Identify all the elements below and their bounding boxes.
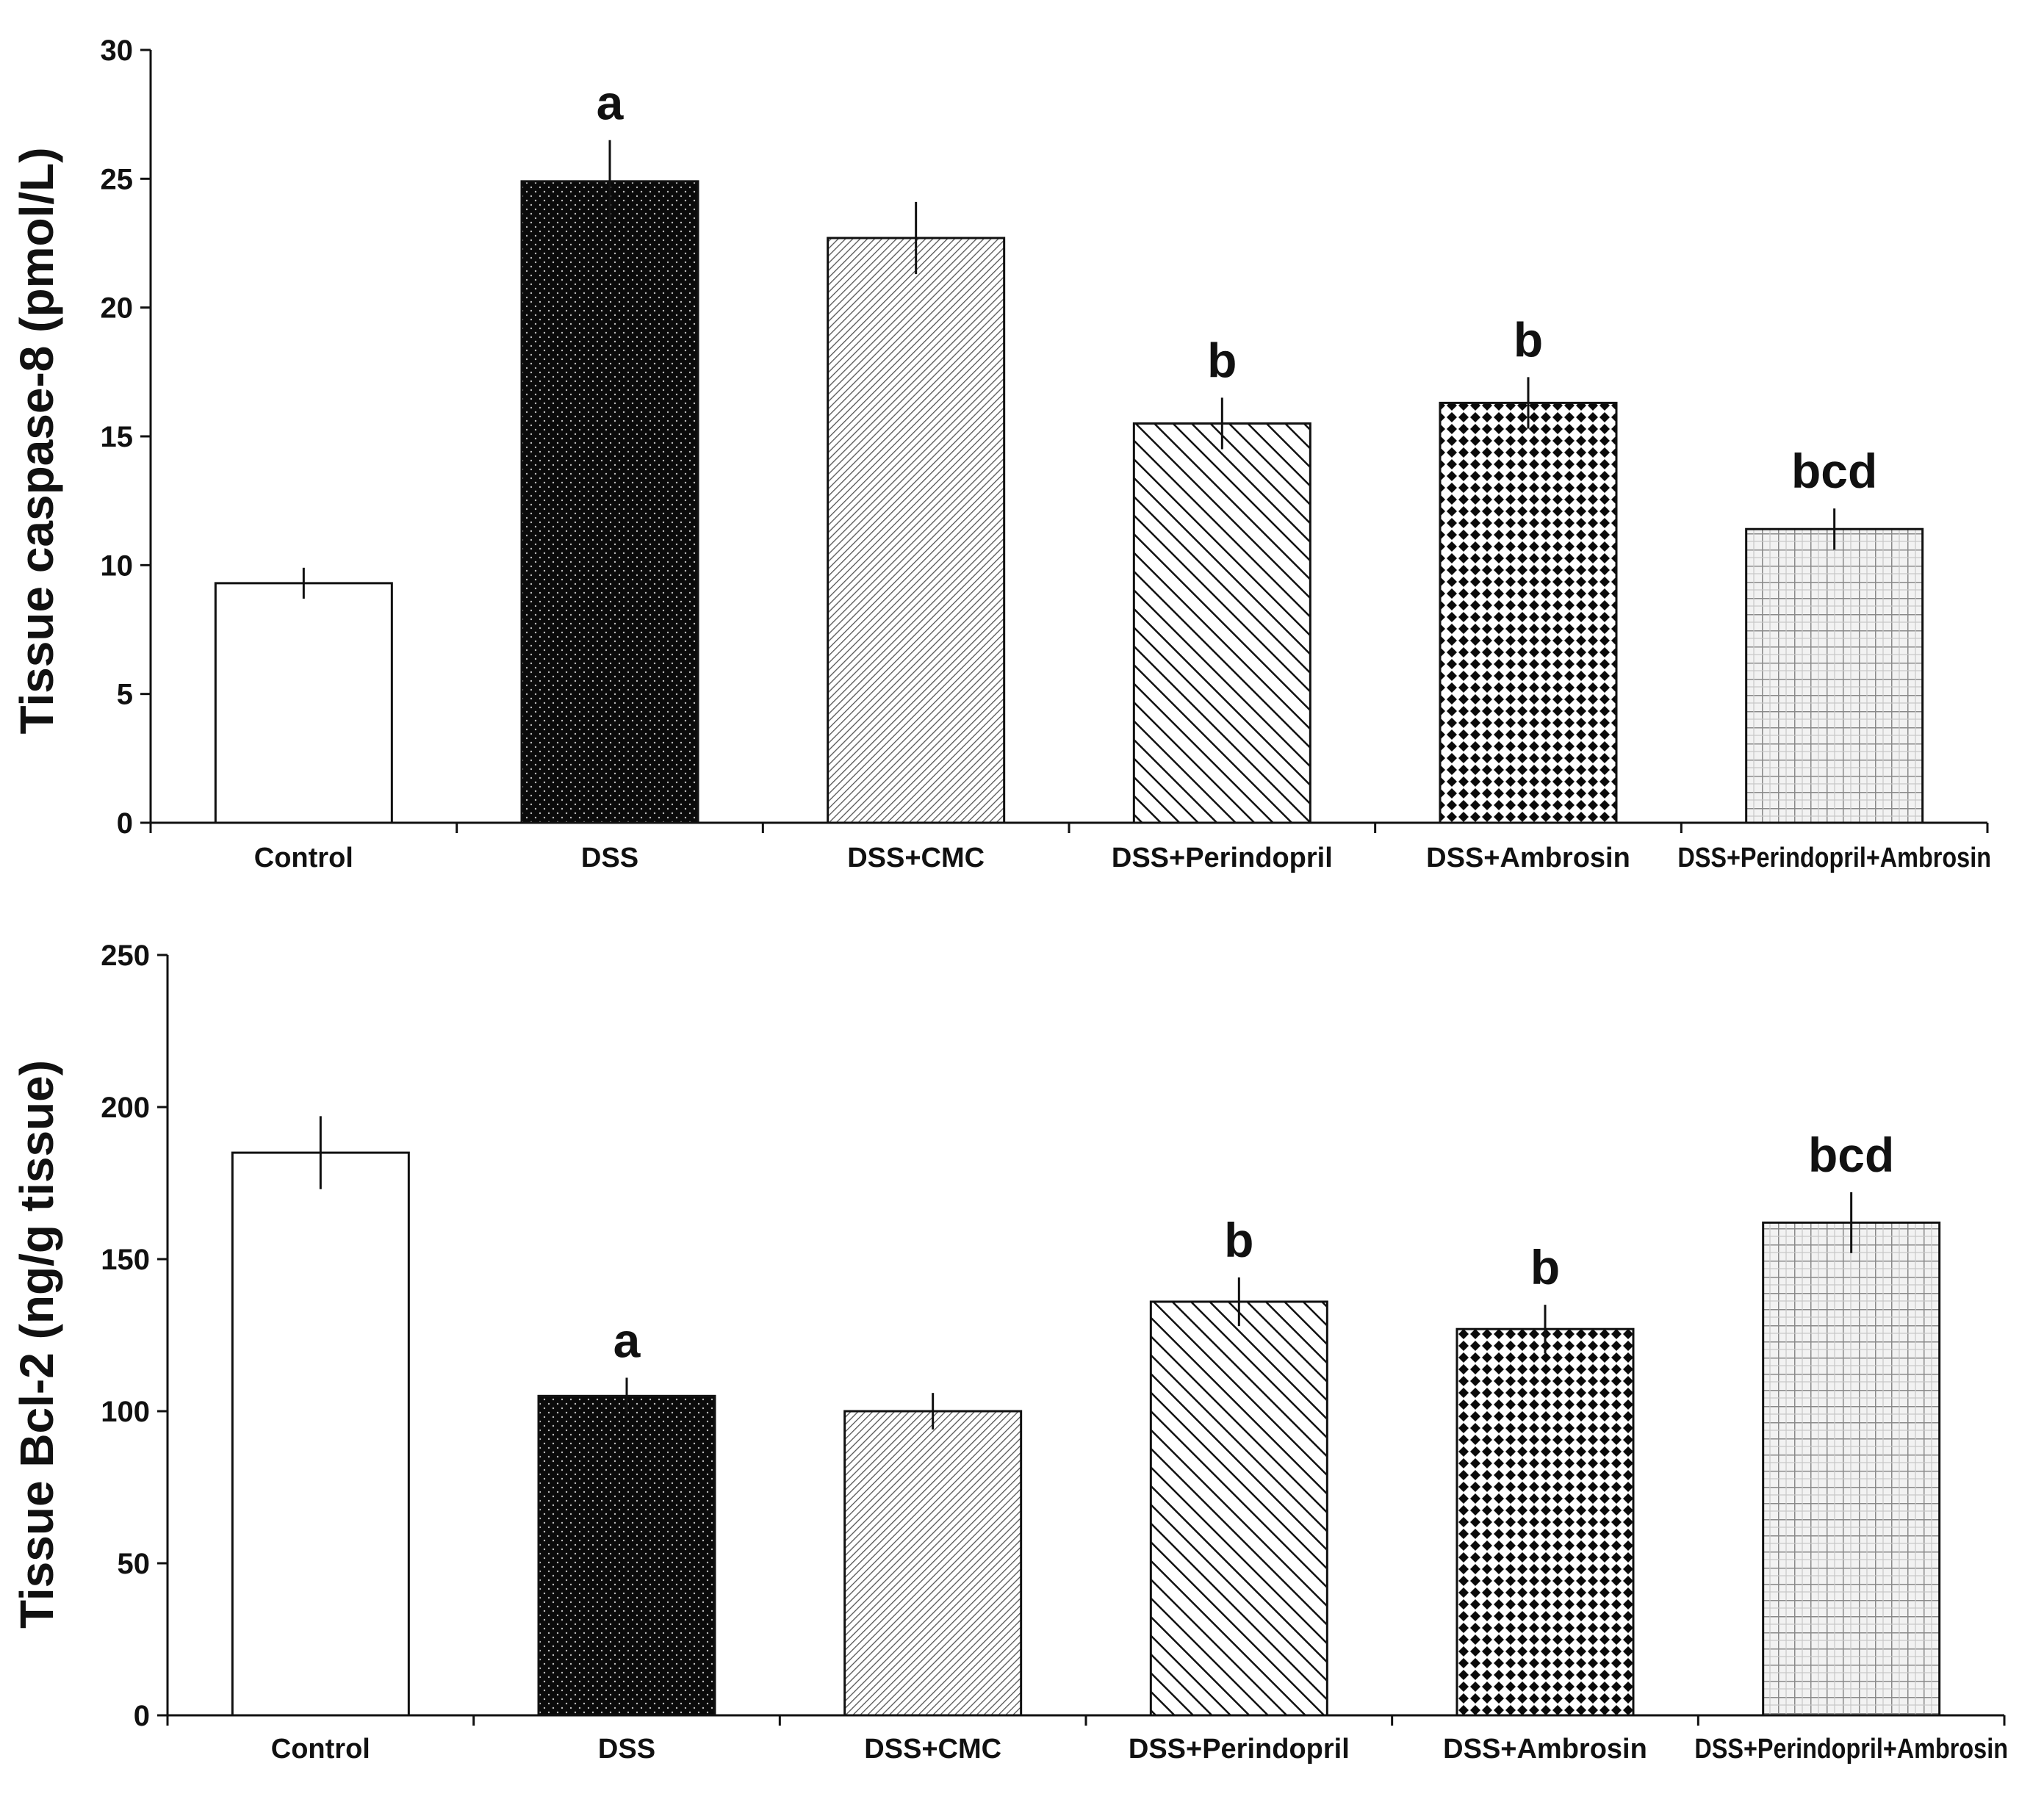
significance-label: b xyxy=(1530,1240,1560,1294)
y-tick-label: 250 xyxy=(101,940,150,972)
y-tick-label: 15 xyxy=(101,421,134,453)
significance-label: b xyxy=(1224,1213,1253,1267)
caspase8-chart: 0 5 10 15 20 25 30 Tissue caspase-8 (pmol/L) Con… xyxy=(10,35,1991,873)
x-tick-label: Control xyxy=(271,1734,370,1765)
significance-label: bcd xyxy=(1808,1128,1894,1182)
bar xyxy=(1455,1327,1635,1717)
x-tick-label: DSS+Perindopril+Ambrosin xyxy=(1694,1734,2008,1765)
y-tick-label: 100 xyxy=(101,1396,150,1428)
bar xyxy=(214,582,393,824)
bar xyxy=(827,237,1006,824)
bar xyxy=(843,1410,1023,1717)
x-tick-label: DSS xyxy=(598,1734,655,1765)
significance-label: b xyxy=(1514,312,1543,367)
bar xyxy=(1149,1300,1328,1717)
significance-label: a xyxy=(613,1313,641,1367)
y-axis-title: Tissue Bcl-2 (ng/g tissue) xyxy=(10,1060,63,1629)
y-tick-label: 25 xyxy=(101,163,134,195)
bar xyxy=(1132,422,1311,824)
x-tick-label: Control xyxy=(254,843,353,873)
x-tick-label: DSS+Perindopril xyxy=(1112,843,1333,873)
bar xyxy=(231,1151,410,1717)
x-tick-label: DSS+CMC xyxy=(847,843,985,873)
y-tick-label: 50 xyxy=(118,1548,151,1580)
y-tick-label: 30 xyxy=(101,35,134,67)
y-tick-label: 5 xyxy=(117,679,133,711)
x-tick-label: DSS+CMC xyxy=(864,1734,1001,1765)
x-tick-label: DSS+Ambrosin xyxy=(1426,843,1630,873)
y-tick-label: 150 xyxy=(101,1244,150,1276)
bar xyxy=(1745,527,1924,824)
x-tick-label: DSS+Perindopril xyxy=(1129,1734,1350,1765)
bar xyxy=(520,180,699,824)
y-tick-label: 0 xyxy=(117,807,133,840)
significance-label: b xyxy=(1207,333,1237,387)
y-axis-title: Tissue caspase-8 (pmol/L) xyxy=(10,147,63,734)
y-tick-label: 200 xyxy=(101,1092,150,1124)
x-tick-label: DSS xyxy=(581,843,638,873)
y-tick-label: 20 xyxy=(101,292,134,325)
bar xyxy=(537,1394,716,1717)
bar xyxy=(1762,1221,1941,1717)
significance-label: a xyxy=(597,76,625,130)
x-tick-label: DSS+Ambrosin xyxy=(1443,1734,1647,1765)
y-tick-label: 0 xyxy=(134,1700,150,1732)
bar xyxy=(1439,401,1618,824)
bcl2-chart: 0 50 100 150 200 250 Tissue Bcl-2 (ng/g tissue… xyxy=(10,940,2008,1765)
significance-label: bcd xyxy=(1791,444,1877,498)
y-tick-label: 10 xyxy=(101,549,134,582)
x-tick-label: DSS+Perindopril+Ambrosin xyxy=(1677,843,1991,873)
